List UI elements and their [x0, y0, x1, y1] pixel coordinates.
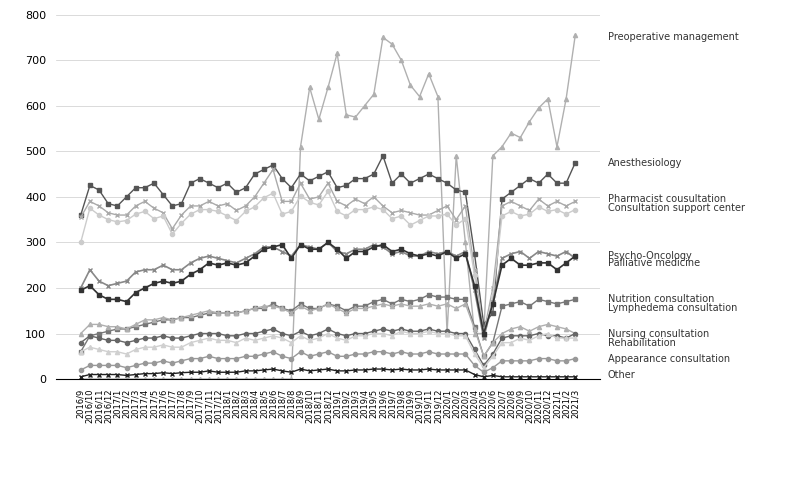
Text: Appearance consultation: Appearance consultation: [608, 354, 730, 364]
Text: Nutrition consultation: Nutrition consultation: [608, 295, 714, 304]
Text: Palliative medicine: Palliative medicine: [608, 258, 700, 268]
Text: Nursing consultation: Nursing consultation: [608, 329, 710, 339]
Text: Psycho-Oncology: Psycho-Oncology: [608, 251, 692, 261]
Text: Anesthesiology: Anesthesiology: [608, 157, 682, 168]
Text: Preoperative management: Preoperative management: [608, 33, 738, 42]
Text: Lymphedema consultation: Lymphedema consultation: [608, 303, 738, 313]
Text: Rehabilitation: Rehabilitation: [608, 338, 676, 347]
Text: Other: Other: [608, 370, 636, 381]
Text: Consultation support center: Consultation support center: [608, 203, 745, 213]
Text: Pharmacist cousultation: Pharmacist cousultation: [608, 194, 726, 204]
